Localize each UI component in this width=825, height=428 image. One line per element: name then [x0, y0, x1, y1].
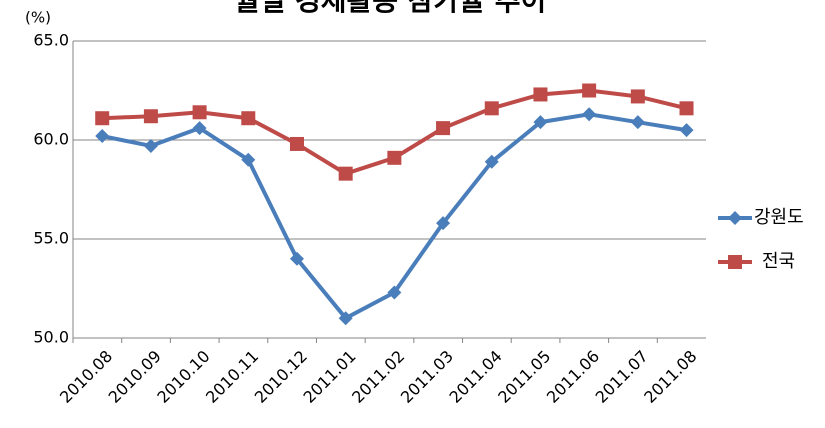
x-tick-label: 2011.05 [494, 347, 554, 407]
x-tick-label: 2010.10 [153, 347, 213, 407]
x-tick-label: 2010.11 [202, 347, 262, 407]
marker [143, 109, 158, 124]
x-tick-label: 2010.09 [105, 347, 165, 407]
x-tick-label: 2010.08 [56, 347, 116, 407]
legend-label: 전국 [762, 251, 795, 272]
marker [582, 107, 597, 122]
legend-marker [728, 255, 742, 269]
marker [95, 129, 110, 144]
marker [533, 115, 548, 130]
legend-label: 강원도 [754, 207, 804, 228]
marker [192, 121, 207, 136]
marker [679, 101, 694, 116]
marker [143, 138, 158, 153]
y-tick-label: 65.0 [33, 31, 69, 50]
marker [289, 136, 304, 151]
marker [289, 251, 304, 266]
marker [241, 152, 256, 167]
marker [95, 111, 110, 126]
marker [338, 311, 353, 326]
x-tick-label: 2010.12 [251, 347, 311, 407]
y-tick-label: 60.0 [33, 130, 69, 149]
legend-marker [728, 211, 742, 225]
marker [630, 115, 645, 130]
marker [484, 154, 499, 169]
marker [679, 123, 694, 138]
y-tick-label: 55.0 [33, 229, 69, 248]
marker [338, 166, 353, 181]
marker [484, 101, 499, 116]
marker [533, 87, 548, 102]
marker [630, 89, 645, 104]
marker [436, 216, 451, 231]
marker [387, 150, 402, 165]
x-tick-label: 2011.07 [592, 347, 652, 407]
marker [387, 285, 402, 300]
y-tick-label: 50.0 [33, 328, 69, 347]
x-tick-label: 2011.02 [348, 347, 408, 407]
marker [192, 105, 207, 120]
y-unit: (%) [25, 9, 51, 27]
x-tick-label: 2011.06 [543, 347, 603, 407]
x-tick-label: 2011.04 [446, 347, 506, 407]
x-tick-label: 2011.03 [397, 347, 457, 407]
marker [241, 111, 256, 126]
marker [582, 83, 597, 98]
x-tick-label: 2011.08 [640, 347, 700, 407]
chart-title: 월별 경제활동 참가율 추이 [234, 0, 547, 17]
x-tick-label: 2011.01 [299, 347, 359, 407]
marker [436, 121, 451, 136]
